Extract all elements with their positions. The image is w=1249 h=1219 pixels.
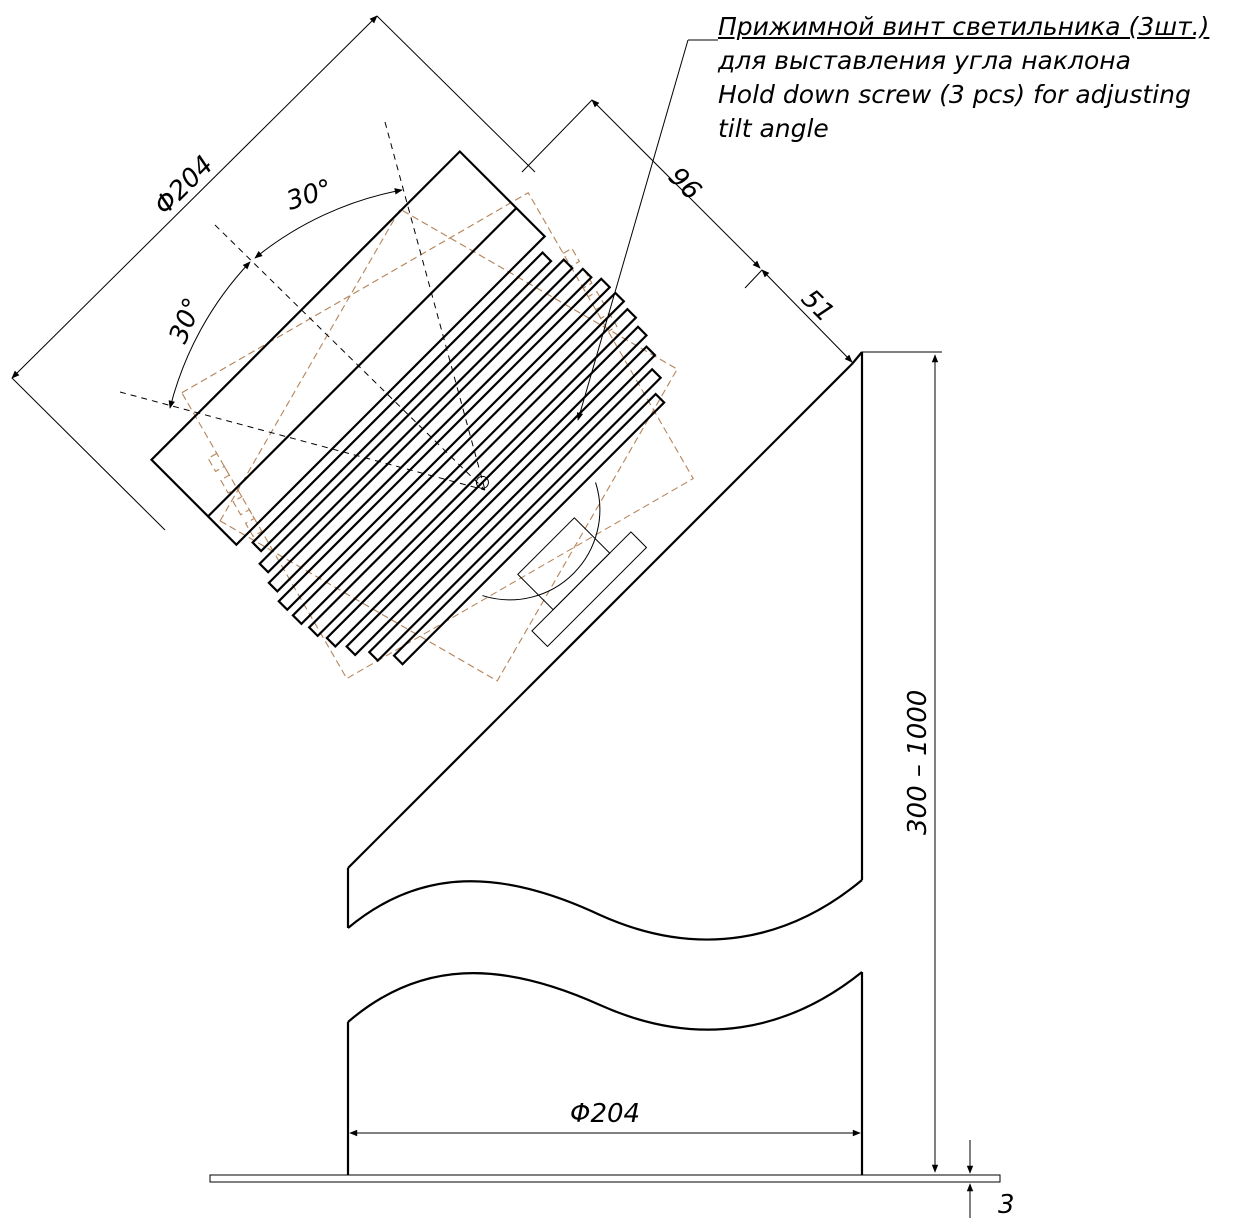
dim-base-diameter: Φ204 [349, 1099, 861, 1137]
lamp-cover [149, 149, 547, 547]
dim-height: 300 – 1000 [862, 351, 942, 1173]
screw-note: Прижимной винт светильника (3шт.) для вы… [718, 10, 1209, 146]
note-line-3: Hold down screw (3 pcs) for adjusting [718, 80, 1191, 109]
note-leader [576, 39, 718, 421]
base-thickness-label: 3 [998, 1190, 1015, 1219]
height-label: 300 – 1000 [903, 690, 933, 835]
dim-51-label: 51 [795, 284, 840, 329]
dim-base-thickness: 3 [960, 1140, 1015, 1219]
hidden-heatsink-outline [181, 192, 694, 682]
dim-51: 51 [744, 269, 853, 363]
base-plate [209, 1174, 1001, 1183]
stand-body [346, 351, 864, 1175]
screw-icon [475, 475, 489, 489]
luminaire [149, 149, 694, 682]
note-line-1: Прижимной винт светильника (3шт.) [718, 12, 1210, 41]
angle-lower-label: 30° [164, 294, 209, 348]
base-diameter-label: Φ204 [570, 1099, 640, 1129]
angle-upper-label: 30° [283, 174, 336, 217]
dim-96-label: 96 [662, 162, 707, 207]
note-line-2: для выставления угла наклона [718, 46, 1131, 75]
dim-96: 96 [521, 99, 761, 269]
heatsink-fins [251, 251, 666, 666]
lamp-diameter-label: Φ204 [149, 150, 220, 221]
